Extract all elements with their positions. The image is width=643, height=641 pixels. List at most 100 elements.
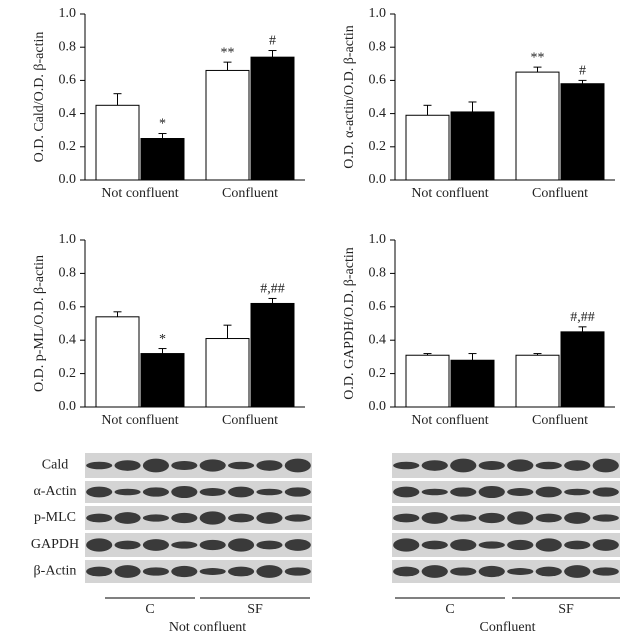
y-tick-label: 0.6 (369, 299, 387, 314)
blot-band (114, 565, 141, 578)
group-label: C (445, 602, 454, 617)
y-axis-label: O.D. p-ML/O.D. β-actin (32, 255, 47, 392)
blot-label: Cald (42, 458, 68, 473)
blot-band (171, 512, 198, 524)
blot-band (478, 485, 505, 499)
x-tick-label: Not confluent (101, 413, 178, 428)
blot-band (393, 486, 420, 498)
x-tick-label: Not confluent (411, 186, 488, 201)
y-tick-label: 0.2 (369, 139, 387, 154)
bar (450, 359, 495, 408)
y-tick-label: 0.0 (369, 172, 387, 187)
blot-band (142, 458, 169, 473)
y-tick-label: 0.0 (59, 399, 77, 414)
y-tick-label: 0.4 (369, 332, 387, 347)
blot-band (86, 486, 113, 498)
bar (140, 353, 185, 408)
group-label: SF (558, 602, 574, 617)
bar (205, 338, 250, 408)
blot-band (228, 513, 255, 523)
blot-band (592, 487, 619, 497)
y-tick-label: 0.2 (59, 366, 77, 381)
blot-strip (392, 481, 620, 503)
bar (515, 71, 560, 181)
blot-band (142, 514, 169, 522)
y-tick-label: 0.8 (59, 266, 77, 281)
y-tick-label: 0.6 (59, 299, 77, 314)
blot-band (86, 461, 113, 470)
blot-band (393, 566, 420, 577)
annotation: ** (221, 45, 235, 60)
blot-band (284, 514, 311, 522)
bar (515, 354, 560, 408)
blot-band (393, 461, 420, 470)
annotation: #,## (570, 310, 595, 325)
blot-band (450, 539, 477, 551)
blot-label: α-Actin (33, 484, 76, 499)
x-tick-label: Not confluent (101, 186, 178, 201)
y-tick-label: 0.0 (59, 172, 77, 187)
blot-band (564, 565, 591, 578)
blot-band (564, 460, 591, 471)
blot-band (199, 539, 226, 551)
y-tick-label: 1.0 (59, 232, 77, 247)
blot-band (199, 511, 226, 525)
bar (95, 316, 140, 408)
group-label: C (145, 602, 154, 617)
blot-band (114, 488, 141, 496)
x-tick-label: Confluent (532, 413, 588, 428)
blot-band (284, 567, 311, 576)
blot-band (507, 568, 534, 575)
blot-band (393, 513, 420, 523)
blot-band (421, 512, 448, 524)
bar (205, 69, 250, 181)
blot-band (592, 458, 619, 473)
blot-band (421, 540, 448, 550)
blot-band (592, 514, 619, 522)
blot-band (564, 512, 591, 524)
blot-band (86, 513, 113, 523)
bar (95, 104, 140, 181)
blot-band (256, 512, 283, 524)
blot-band (284, 487, 311, 497)
blot-band (450, 567, 477, 576)
blot-band (171, 541, 198, 549)
y-axis-label: O.D. GAPDH/O.D. β-actin (342, 247, 357, 400)
bar (560, 83, 605, 181)
y-axis-label: O.D. Cald/O.D. β-actin (32, 32, 47, 163)
bar (405, 354, 450, 408)
y-tick-label: 0.8 (369, 266, 387, 281)
y-tick-label: 0.4 (59, 332, 77, 347)
bar (250, 56, 295, 181)
blot-band (507, 539, 534, 551)
blot-band (535, 486, 562, 498)
blot-band (114, 512, 141, 524)
blot-band (142, 567, 169, 576)
y-tick-label: 0.4 (369, 106, 387, 121)
blot-strip (392, 560, 620, 583)
blot-band (114, 540, 141, 550)
annotation: ** (531, 50, 545, 65)
blot-band (171, 565, 198, 578)
y-tick-label: 1.0 (369, 232, 387, 247)
bar (560, 331, 605, 408)
blot-band (478, 565, 505, 578)
y-tick-label: 0.2 (59, 139, 77, 154)
y-tick-label: 0.2 (369, 366, 387, 381)
annotation: # (579, 64, 586, 79)
blot-strip (85, 560, 312, 583)
blot-band (86, 538, 113, 552)
blot-band (564, 540, 591, 550)
blot-band (142, 487, 169, 497)
blot-band (256, 460, 283, 471)
annotation: * (159, 117, 166, 132)
blot-strip (85, 481, 312, 503)
panel-label: Confluent (480, 620, 536, 635)
annotation: * (159, 332, 166, 347)
blot-band (284, 539, 311, 551)
blot-band (142, 539, 169, 551)
blot-band (256, 565, 283, 578)
blot-band (421, 460, 448, 471)
blot-band (228, 486, 255, 498)
y-tick-label: 0.4 (59, 106, 77, 121)
